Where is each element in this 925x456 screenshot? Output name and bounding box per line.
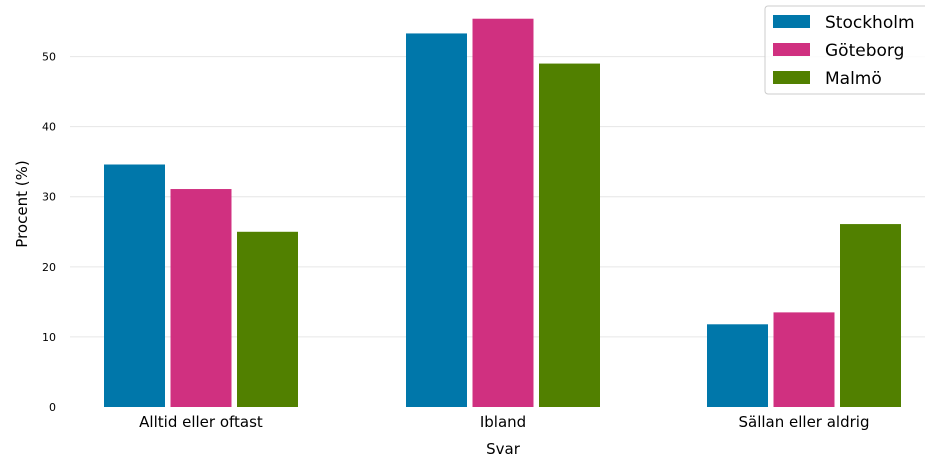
legend-swatch	[773, 71, 810, 84]
legend-swatch	[773, 43, 810, 56]
bar-malm--1	[237, 232, 298, 407]
y-tick-label: 30	[42, 191, 56, 204]
bar-g-teborg-1	[171, 189, 232, 407]
bar-stockholm-3	[707, 324, 768, 407]
y-tick-label: 20	[42, 261, 56, 274]
legend-label: Stockholm	[825, 13, 915, 33]
y-axis-title: Procent (%)	[13, 160, 31, 247]
y-tick-label: 40	[42, 121, 56, 134]
y-tick-labels: 0 10 20 30 40 50	[42, 51, 56, 414]
x-tick-label: Alltid eller oftast	[139, 413, 263, 431]
bar-stockholm-1	[104, 164, 165, 407]
legend-label: Göteborg	[825, 41, 904, 61]
bar-malm--2	[539, 64, 600, 407]
bar-stockholm-2	[406, 33, 467, 407]
legend-label: Malmö	[825, 69, 882, 89]
x-tick-label: Sällan eller aldrig	[739, 413, 870, 431]
legend: Stockholm Göteborg Malmö	[765, 6, 925, 94]
x-tick-label: Ibland	[480, 413, 526, 431]
y-tick-label: 50	[42, 51, 56, 64]
bar-malm--3	[840, 224, 901, 407]
legend-swatch	[773, 15, 810, 28]
bar-g-teborg-2	[473, 19, 534, 407]
y-tick-label: 10	[42, 331, 56, 344]
x-axis-title: Svar	[486, 440, 521, 456]
bar-g-teborg-3	[774, 312, 835, 407]
y-tick-label: 0	[49, 401, 56, 414]
x-tick-labels: Alltid eller oftast Ibland Sällan eller al…	[139, 413, 869, 431]
